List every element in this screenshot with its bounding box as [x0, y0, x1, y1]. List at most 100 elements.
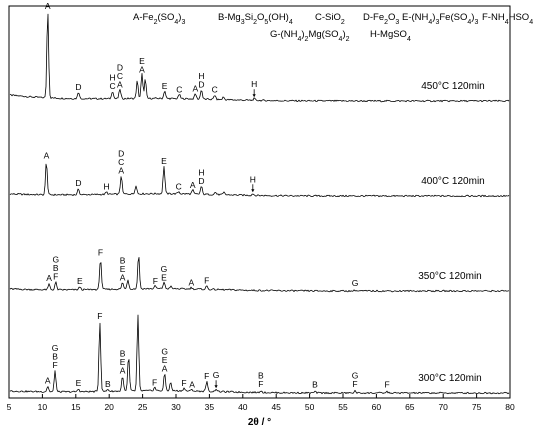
- peak-label: E: [120, 357, 126, 367]
- x-axis: 5 10 15 20 25 30 35 40 45 50 55 60 65 70 75 80: [7, 394, 515, 412]
- peak-label: B: [52, 352, 58, 362]
- peak-label: F: [181, 378, 186, 388]
- peak-label: B: [120, 255, 126, 265]
- peak-label: H: [198, 167, 204, 177]
- peak-label: A: [44, 150, 50, 160]
- peak-label: F: [384, 380, 389, 390]
- peak-label: C: [109, 81, 115, 91]
- legend-item: G-(NH4)2Mg(SO4)2: [270, 29, 350, 43]
- peak-label: A: [139, 64, 145, 74]
- legend-item: B-Mg3Si2O5(OH)4: [218, 12, 293, 26]
- x-tick-label: 70: [438, 402, 448, 412]
- peak-label: C: [212, 85, 218, 95]
- peak-label: F: [204, 276, 209, 286]
- x-tick-label: 15: [71, 402, 81, 412]
- peak-label: A: [189, 278, 195, 288]
- peak-label: B: [312, 380, 318, 390]
- peak-label: D: [118, 148, 124, 158]
- x-tick-label: 40: [238, 402, 248, 412]
- x-tick-label: 50: [305, 402, 315, 412]
- peak-label: H: [103, 182, 109, 192]
- peak-label: A: [189, 380, 195, 390]
- peak-arrow-head: [252, 94, 256, 98]
- peak-label: B: [105, 379, 111, 389]
- peak-label: H: [109, 73, 115, 83]
- xrd-trace: [9, 163, 510, 198]
- x-tick-label: 20: [104, 402, 114, 412]
- peak-label: C: [176, 85, 182, 95]
- peak-label: B: [120, 349, 126, 359]
- peak-label: F: [204, 371, 209, 381]
- peak-arrow-head: [214, 385, 218, 389]
- legend-item: D-Fe2O3: [363, 12, 399, 26]
- peak-label: C: [117, 71, 123, 81]
- peak-label: D: [75, 178, 81, 188]
- x-tick-label: 60: [372, 402, 382, 412]
- legend-item: E-(NH4)3Fe(SO4)3: [402, 12, 478, 26]
- peak-label: D: [75, 82, 81, 92]
- xrd-trace: [9, 257, 510, 293]
- legend-item: F-NH4HSO4: [482, 12, 533, 26]
- legend-item: A-Fe2(SO4)3: [133, 12, 185, 26]
- peak-label: E: [161, 156, 167, 166]
- peak-label: A: [46, 273, 52, 283]
- peak-label: F: [98, 247, 103, 257]
- x-tick-label: 30: [171, 402, 181, 412]
- peak-label: H: [250, 174, 256, 184]
- peak-label: D: [198, 79, 204, 89]
- peak-label: G: [161, 264, 168, 274]
- peak-label: B: [53, 263, 59, 273]
- plot-border: [8, 5, 511, 399]
- plot-frame: [8, 5, 511, 399]
- x-tick-label: 35: [205, 402, 215, 412]
- peak-label: F: [52, 360, 57, 370]
- legend: A-Fe2(SO4)3 B-Mg3Si2O5(OH)4 C-SiO2 D-Fe2O3 E…: [133, 12, 533, 43]
- peak-label: E: [161, 272, 167, 282]
- x-tick-label: 65: [405, 402, 415, 412]
- x-tick-label: 5: [7, 402, 12, 412]
- peak-label: F: [258, 379, 263, 389]
- traces: [9, 13, 510, 395]
- peak-label: C: [176, 182, 182, 192]
- peak-label: A: [117, 79, 123, 89]
- peak-label: A: [45, 375, 51, 385]
- peak-label: G: [352, 278, 359, 288]
- peak-label: D: [198, 176, 204, 186]
- peak-label: A: [162, 364, 168, 374]
- x-axis-title: 2θ / °: [248, 417, 271, 428]
- peak-label: H: [198, 71, 204, 81]
- x-tick-label: 10: [38, 402, 48, 412]
- peak-label: F: [97, 311, 102, 321]
- peak-label: F: [352, 379, 357, 389]
- peak-label: D: [117, 62, 123, 72]
- peak-label: C: [118, 157, 124, 167]
- x-tick-label: 55: [338, 402, 348, 412]
- peak-label: E: [162, 355, 168, 365]
- peak-label: A: [118, 165, 124, 175]
- peak-label: G: [352, 370, 359, 380]
- xrd-trace: [9, 314, 510, 395]
- peak-label: E: [162, 81, 168, 91]
- x-tick-label: 75: [472, 402, 482, 412]
- peak-label: E: [77, 276, 83, 286]
- series-label: 450°C 120min: [421, 81, 484, 92]
- peak-label: G: [161, 347, 168, 357]
- xrd-trace: [9, 13, 510, 103]
- peak-label: E: [139, 56, 145, 66]
- peak-label: F: [152, 378, 157, 388]
- peak-label: G: [52, 343, 59, 353]
- x-tick-label: 25: [138, 402, 148, 412]
- peak-label: A: [45, 1, 51, 11]
- peak-label: A: [190, 180, 196, 190]
- peak-label: G: [213, 370, 220, 380]
- peak-label: A: [120, 366, 126, 376]
- peak-label: G: [52, 254, 59, 264]
- series-label: 350°C 120min: [418, 271, 481, 282]
- legend-item: H-MgSO4: [370, 29, 411, 43]
- x-tick-label: 45: [271, 402, 281, 412]
- series-label: 400°C 120min: [421, 176, 484, 187]
- peak-label: F: [53, 271, 58, 281]
- legend-item: C-SiO2: [315, 12, 345, 26]
